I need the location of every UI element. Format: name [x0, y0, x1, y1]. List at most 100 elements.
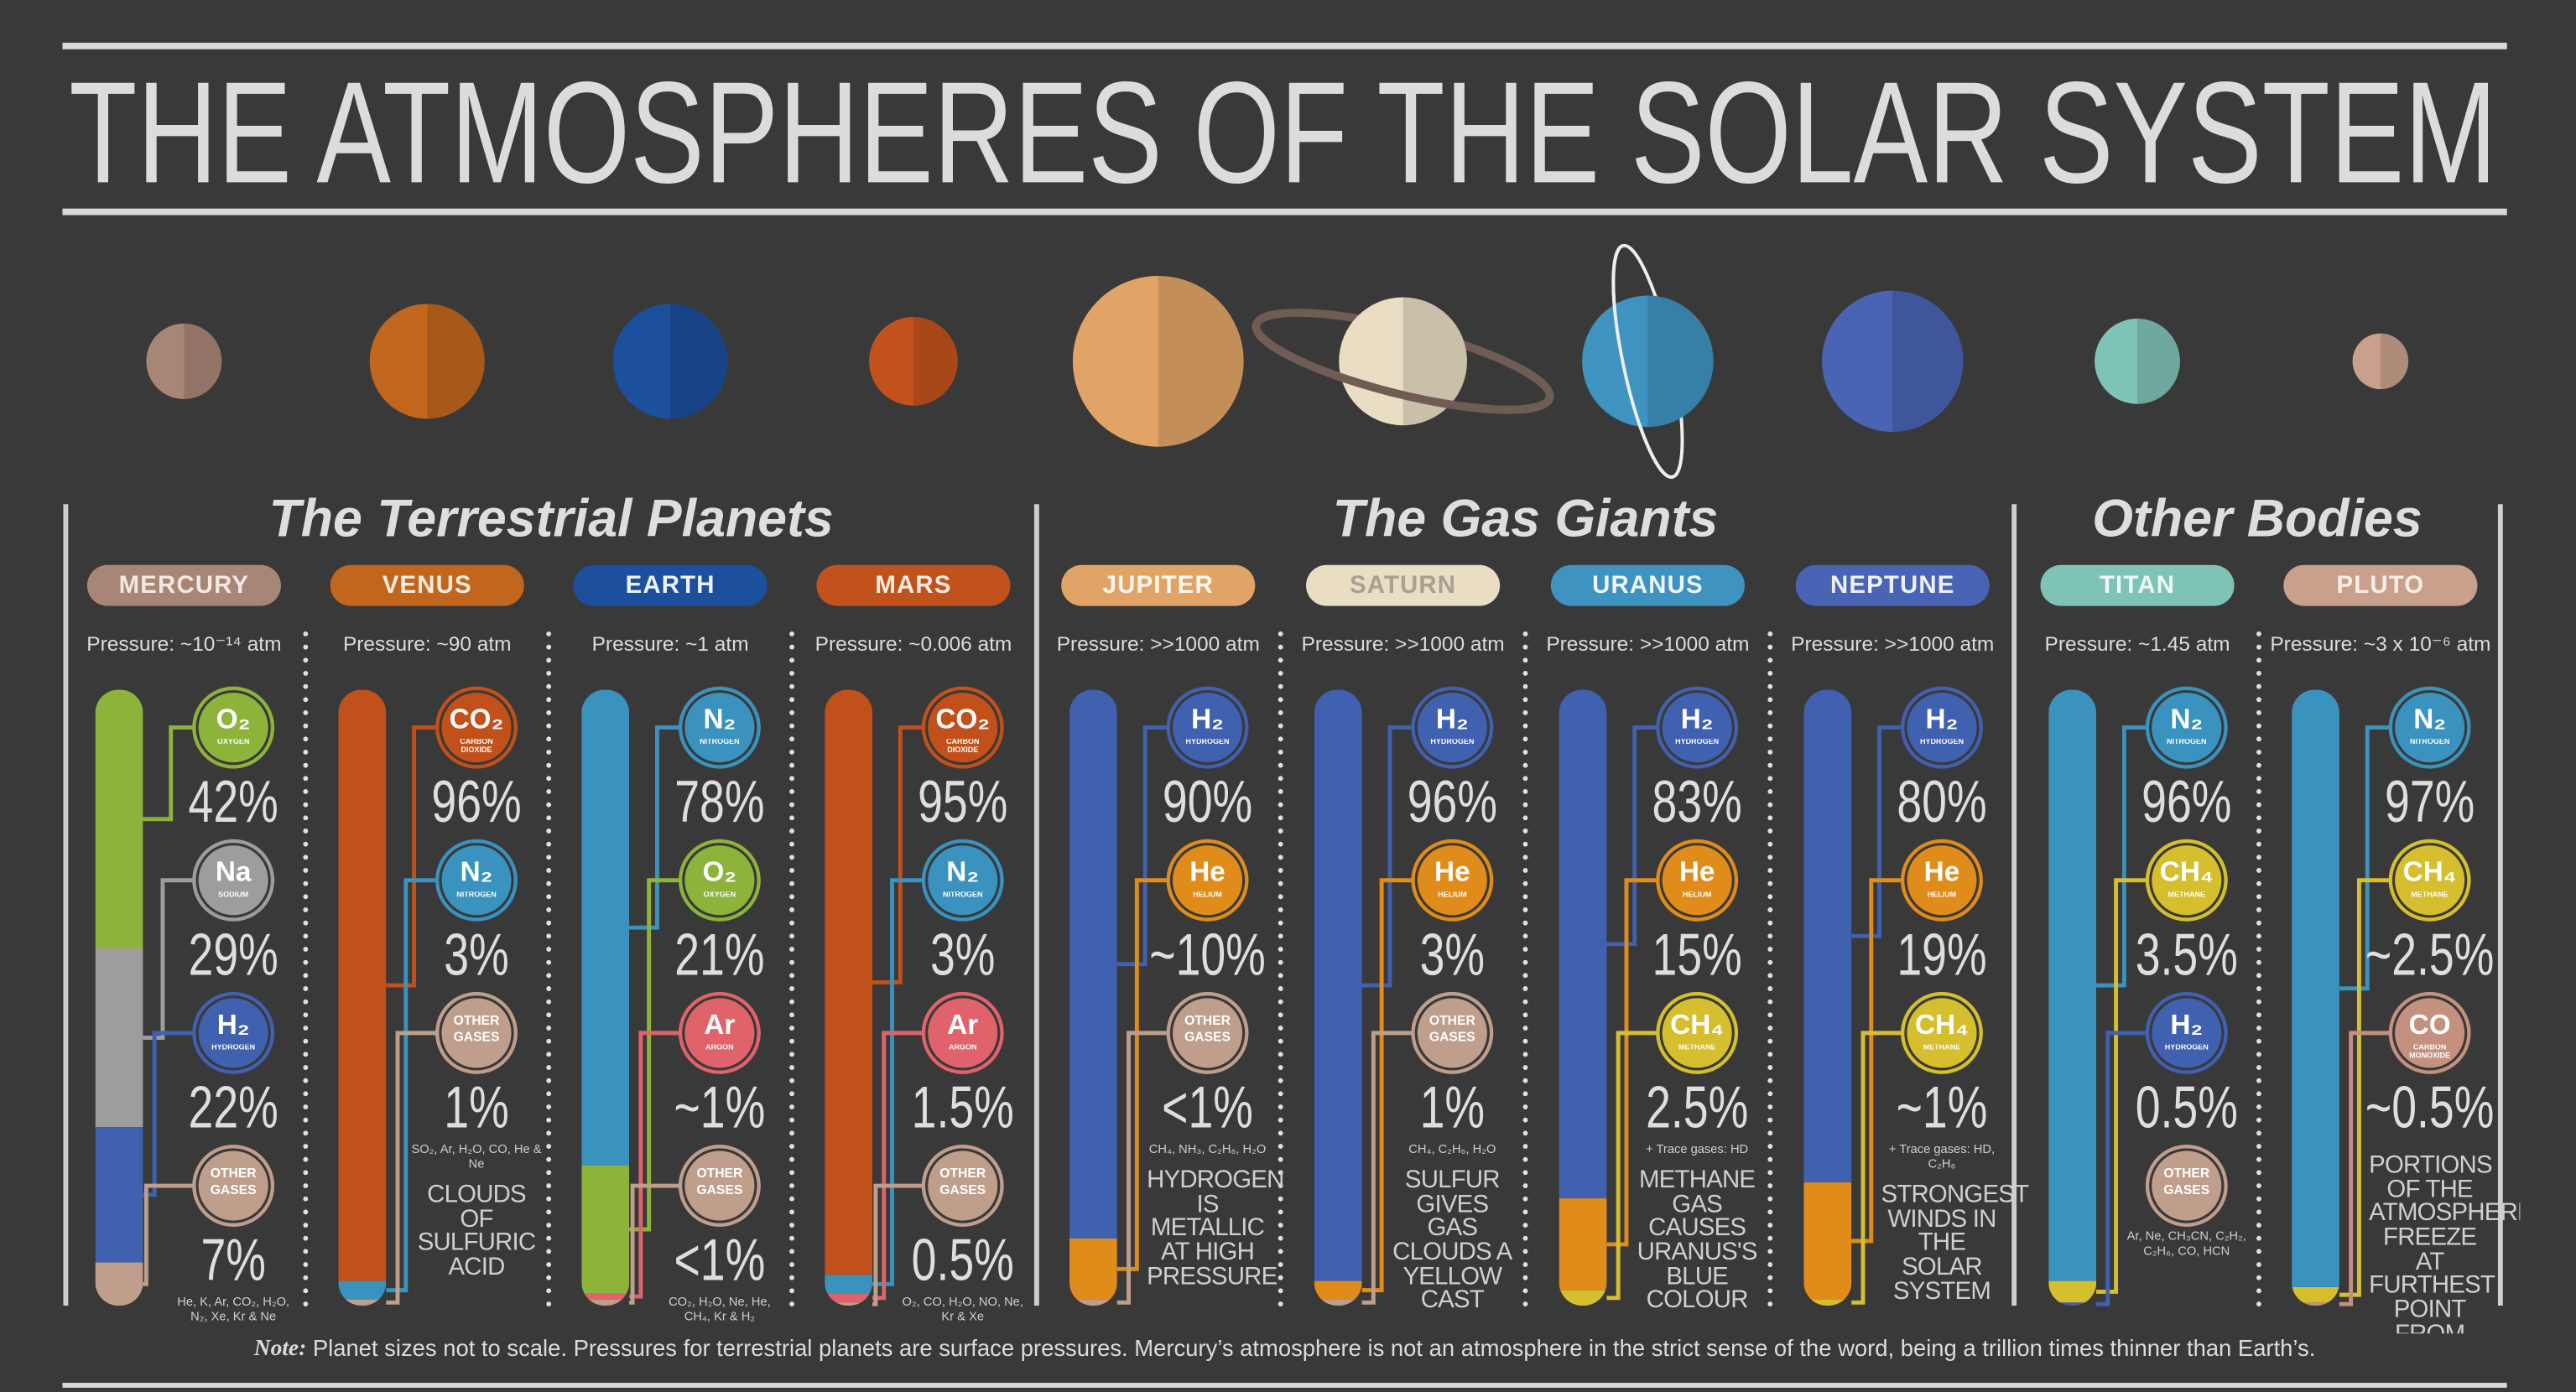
gas-symbol: CO: [2409, 1010, 2451, 1041]
gas-badge-gap: [195, 995, 271, 1071]
gas-badge-gap: [1414, 843, 1491, 918]
gas-percent: ~0.5%: [2365, 1074, 2494, 1140]
gas-name: OTHER GASES: [210, 1166, 257, 1197]
connector: [872, 725, 927, 984]
gas-percent: 0.5%: [2136, 1074, 2238, 1140]
gas-badge-core: [2396, 693, 2464, 761]
gas-name-box: OTHER GASES: [696, 1166, 742, 1197]
pressure: Pressure: >>1000 atm: [1302, 633, 1505, 656]
gas-percent: <1%: [1162, 1074, 1253, 1140]
gas-badge-gap: [1414, 689, 1491, 766]
pressure: Pressure: ~10⁻¹⁴ atm: [86, 633, 281, 656]
gas-symbol: He: [1434, 857, 1470, 888]
gas-badge-core: [442, 693, 511, 761]
pressure: Pressure: ~1 atm: [592, 633, 749, 656]
gas-symbol: H₂: [1681, 704, 1714, 735]
bar-segment: [825, 689, 873, 1275]
bar-segment: [95, 689, 143, 949]
bar-segment: [95, 1127, 143, 1263]
trace-gases: O₂, CO, H₂O, NO, Ne, Kr & Xe: [902, 1294, 1023, 1324]
details: + Trace gases: HD METHANE GAS CAUSES URAN…: [1606, 1141, 1787, 1314]
gas-symbol: H₂: [217, 1010, 250, 1041]
connector: [1851, 725, 1906, 938]
bar-segment: [1803, 689, 1852, 1183]
bar-segment: [581, 689, 630, 1166]
note: CLOUDS OF SULFURIC ACID: [417, 1181, 536, 1281]
name-pill: [1550, 564, 1745, 606]
gas-name: HELIUM: [1927, 891, 1957, 899]
gas-badge-gap: [682, 843, 757, 918]
bar-segment: [1803, 1299, 1852, 1306]
planet-ring: [1611, 244, 1673, 479]
gas-percent: 42%: [189, 769, 278, 835]
bar: [825, 689, 873, 1306]
gas-percent: 3.5%: [2136, 922, 2238, 988]
gas-name: METHANE: [2167, 891, 2206, 899]
note: PORTIONS OF THE ATMOSPHERE FREEZE AT FUR…: [2369, 1150, 2521, 1333]
pressure: Pressure: ~90 atm: [343, 633, 512, 656]
body-name: MARS: [875, 571, 951, 599]
details: PORTIONS OF THE ATMOSPHERE FREEZE AT FUR…: [2339, 1141, 2520, 1333]
gas-name-box: ARGON: [949, 1045, 977, 1051]
body-name: SATURN: [1350, 571, 1456, 599]
gas-name: HYDROGEN: [2164, 1044, 2209, 1052]
gas-name: OTHER GASES: [453, 1013, 500, 1044]
gas-badge-core: [929, 999, 997, 1067]
pressure: Pressure: ~1.45 atm: [2045, 633, 2230, 656]
bar-segment: [1559, 1290, 1607, 1306]
gas-badge-core: [1418, 999, 1486, 1067]
planet: [2352, 333, 2409, 390]
bar-segment: [2292, 1286, 2339, 1303]
gas-percent: 3%: [1420, 922, 1485, 988]
gas-symbol: N₂: [2170, 704, 2203, 735]
details-box: PORTIONS OF THE ATMOSPHERE FREEZE AT FUR…: [2339, 1141, 2520, 1333]
details: He, K, Ar, CO₂, H₂O, N₂, Xe, Kr & Ne: [143, 1294, 323, 1323]
gas-badge-gap: [1414, 995, 1491, 1071]
gas-badge-core: [685, 846, 754, 914]
name-pill: [2040, 564, 2235, 606]
bar-segment: [581, 1165, 630, 1294]
gas-name: HYDROGEN: [1430, 739, 1475, 746]
gas-percent: ~1%: [1897, 1074, 1988, 1140]
gas-symbol: N₂: [703, 704, 736, 735]
gas-name-box: NITROGEN: [943, 891, 982, 897]
gas-name: CARBON DIOXIDE: [945, 739, 980, 754]
body-name: VENUS: [382, 571, 472, 599]
gas-badge-gap: [1659, 843, 1735, 918]
gas-badge-gap: [2391, 689, 2468, 766]
gas-name-box: HYDROGEN: [1430, 739, 1475, 746]
gas-badge-gap: [195, 689, 271, 766]
gas-name: CARBON DIOXIDE: [460, 739, 493, 754]
connector: [629, 1183, 684, 1305]
rule: [62, 1383, 2507, 1388]
planet: [1582, 295, 1714, 428]
planet-shade: [1647, 295, 1714, 428]
planet-shade: [427, 304, 485, 419]
gas-symbol: N₂: [946, 857, 979, 888]
details-box: SO₂, Ar, H₂O, CO, He & Ne CLOUDS OF SULFU…: [411, 1141, 541, 1281]
gas-badge-core: [1663, 693, 1731, 761]
planet: [1072, 276, 1244, 447]
gas-symbol: CO₂: [450, 704, 504, 735]
gas-badge-gap: [682, 1148, 757, 1223]
gas-symbol: He: [1679, 857, 1715, 888]
name-pill: [1795, 564, 1990, 606]
gas-percent: 21%: [674, 922, 764, 988]
gas-name-box: OTHER GASES: [210, 1166, 257, 1197]
gas-percent: 7%: [200, 1228, 265, 1294]
gas-name-box: HELIUM: [1438, 891, 1466, 897]
gas-percent: 22%: [189, 1074, 278, 1140]
gas-percent: <1%: [674, 1228, 766, 1294]
gas-badge-core: [442, 846, 511, 914]
pressure: Pressure: ~3 x 10⁻⁶ atm: [2270, 633, 2490, 656]
gas-name: OXYGEN: [216, 739, 250, 746]
rule: [62, 42, 2507, 49]
connector: [1606, 1031, 1662, 1301]
gas-symbol: CH₄: [2403, 857, 2457, 888]
bar-segment: [581, 1299, 630, 1306]
gas-name: OTHER GASES: [1184, 1013, 1231, 1044]
connector: [2339, 725, 2394, 991]
gas-badge-gap: [682, 995, 757, 1071]
